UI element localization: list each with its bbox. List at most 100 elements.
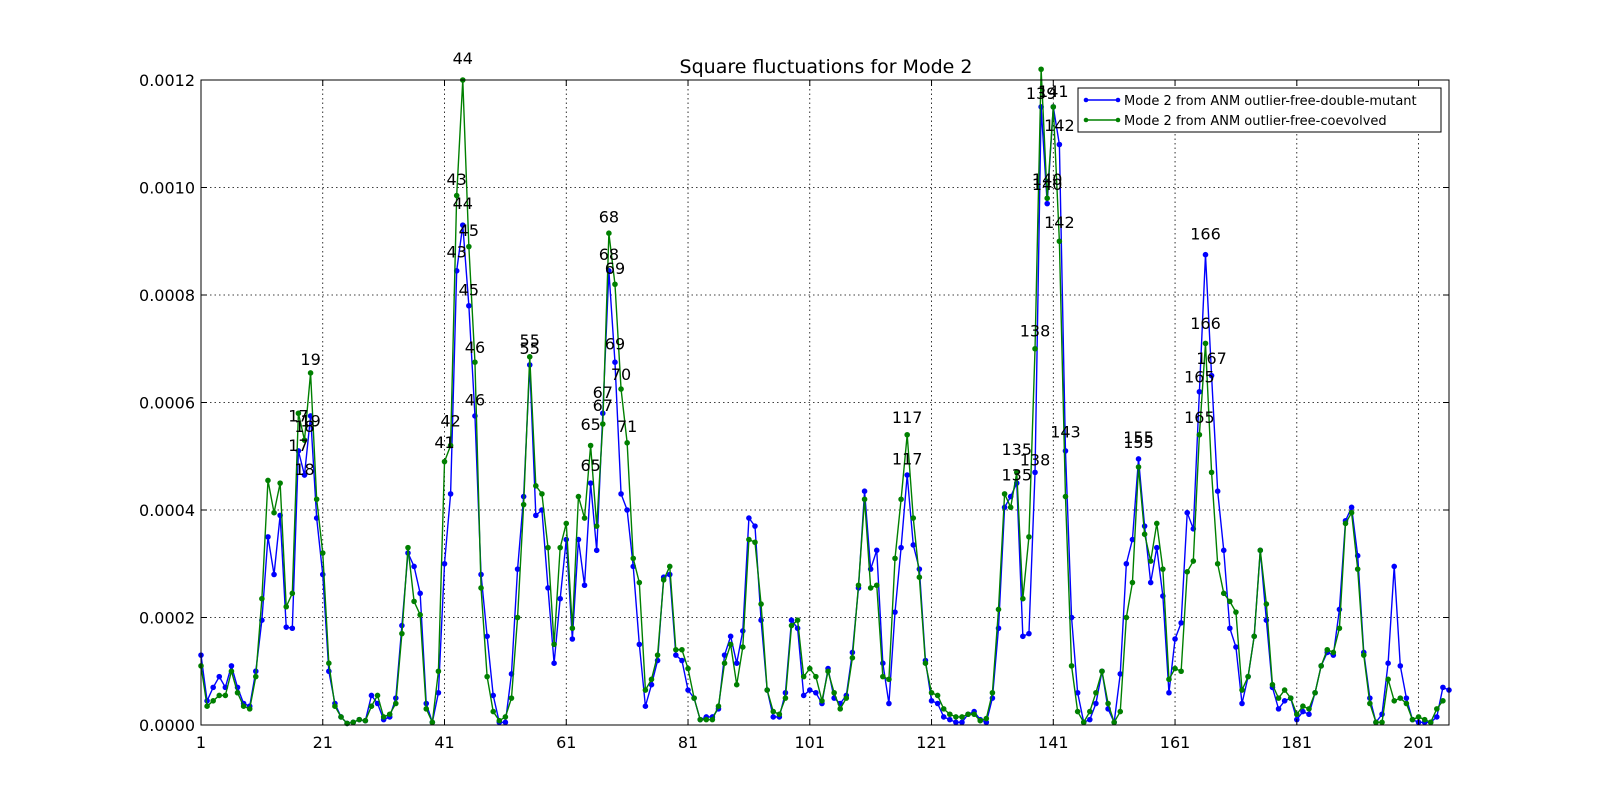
data-point bbox=[1220, 590, 1227, 597]
data-point bbox=[1001, 491, 1008, 497]
data-point bbox=[1196, 431, 1203, 438]
data-point bbox=[1068, 663, 1075, 669]
data-point bbox=[806, 665, 813, 672]
data-point bbox=[435, 689, 442, 696]
data-point bbox=[1233, 609, 1239, 615]
data-point bbox=[593, 523, 600, 529]
data-point bbox=[1038, 66, 1044, 73]
data-point bbox=[1269, 681, 1276, 688]
data-point bbox=[575, 493, 582, 500]
data-point bbox=[563, 520, 570, 527]
data-point bbox=[831, 689, 837, 696]
data-point bbox=[733, 660, 740, 666]
data-point bbox=[825, 668, 831, 675]
data-point bbox=[447, 491, 454, 497]
data-point bbox=[1275, 695, 1282, 701]
data-point bbox=[1312, 689, 1318, 696]
y-tick-label: 0.0000 bbox=[139, 716, 195, 735]
point-label: 70 bbox=[611, 365, 631, 384]
y-tick-label: 0.0012 bbox=[139, 71, 195, 90]
data-point bbox=[721, 660, 728, 666]
data-point bbox=[1141, 531, 1148, 537]
point-label: 65 bbox=[580, 456, 600, 475]
data-point bbox=[1330, 649, 1337, 656]
data-point bbox=[490, 692, 497, 699]
data-point bbox=[873, 547, 880, 554]
series-line bbox=[200, 69, 1444, 725]
data-point bbox=[1184, 569, 1191, 575]
data-point bbox=[746, 536, 752, 543]
data-point bbox=[898, 496, 904, 503]
data-point bbox=[277, 480, 283, 486]
data-point bbox=[1172, 665, 1178, 672]
data-point bbox=[1385, 660, 1391, 666]
point-label: 71 bbox=[617, 417, 637, 436]
data-point bbox=[447, 442, 454, 449]
data-point bbox=[1434, 706, 1440, 712]
data-point bbox=[386, 711, 393, 718]
point-label: 46 bbox=[465, 391, 485, 410]
data-point bbox=[1300, 703, 1306, 709]
series-line bbox=[200, 106, 1450, 726]
data-point bbox=[283, 603, 290, 610]
data-point bbox=[1440, 684, 1446, 691]
data-point bbox=[593, 547, 600, 554]
legend-label: Mode 2 from ANM outlier-free-coevolved bbox=[1124, 114, 1387, 129]
data-point bbox=[319, 550, 326, 556]
data-point bbox=[691, 695, 697, 701]
data-point bbox=[904, 472, 910, 478]
point-label: 68 bbox=[599, 207, 619, 226]
data-point bbox=[1153, 520, 1160, 527]
data-point bbox=[636, 579, 643, 586]
point-label: 135 bbox=[1001, 465, 1032, 484]
data-point bbox=[520, 501, 527, 508]
point-label: 142 bbox=[1044, 213, 1075, 232]
data-point bbox=[1397, 663, 1404, 669]
point-label: 18 bbox=[294, 417, 314, 436]
data-point bbox=[679, 657, 685, 664]
legend-marker bbox=[1083, 97, 1089, 103]
data-point bbox=[934, 692, 941, 699]
data-point bbox=[1087, 716, 1093, 723]
point-label: 166 bbox=[1190, 225, 1221, 244]
point-label: 117 bbox=[892, 408, 923, 427]
data-point bbox=[1318, 663, 1324, 669]
x-tick-label: 121 bbox=[916, 733, 947, 752]
data-point bbox=[1251, 633, 1257, 640]
point-label: 42 bbox=[440, 412, 460, 431]
point-label: 140 bbox=[1032, 175, 1063, 194]
data-point bbox=[685, 665, 691, 672]
data-point bbox=[569, 625, 576, 632]
data-point bbox=[1123, 614, 1130, 621]
data-point bbox=[356, 716, 363, 723]
data-point bbox=[940, 714, 947, 720]
data-point bbox=[873, 582, 880, 589]
data-point bbox=[350, 719, 356, 726]
data-point bbox=[1160, 566, 1166, 572]
data-point bbox=[1135, 456, 1142, 462]
data-point bbox=[259, 595, 265, 602]
data-point bbox=[252, 673, 259, 680]
legend-label: Mode 2 from ANM outlier-free-double-muta… bbox=[1124, 94, 1417, 109]
data-point bbox=[1379, 719, 1385, 726]
data-point bbox=[289, 625, 296, 632]
data-point bbox=[307, 370, 314, 376]
data-point bbox=[1287, 695, 1294, 701]
data-point bbox=[1367, 700, 1373, 707]
data-point bbox=[368, 703, 375, 709]
data-point bbox=[727, 641, 734, 648]
data-point bbox=[453, 192, 460, 199]
data-point bbox=[1056, 238, 1063, 245]
data-point bbox=[265, 534, 271, 540]
data-point bbox=[813, 673, 819, 680]
data-point bbox=[1214, 560, 1221, 567]
y-tick-label: 0.0006 bbox=[139, 394, 195, 413]
data-point bbox=[472, 359, 478, 365]
data-point bbox=[1403, 700, 1410, 707]
data-point bbox=[557, 595, 563, 602]
data-point bbox=[642, 687, 649, 693]
data-point bbox=[788, 617, 795, 623]
data-point bbox=[210, 684, 216, 691]
point-label: 155 bbox=[1123, 428, 1154, 447]
data-point bbox=[654, 652, 661, 658]
